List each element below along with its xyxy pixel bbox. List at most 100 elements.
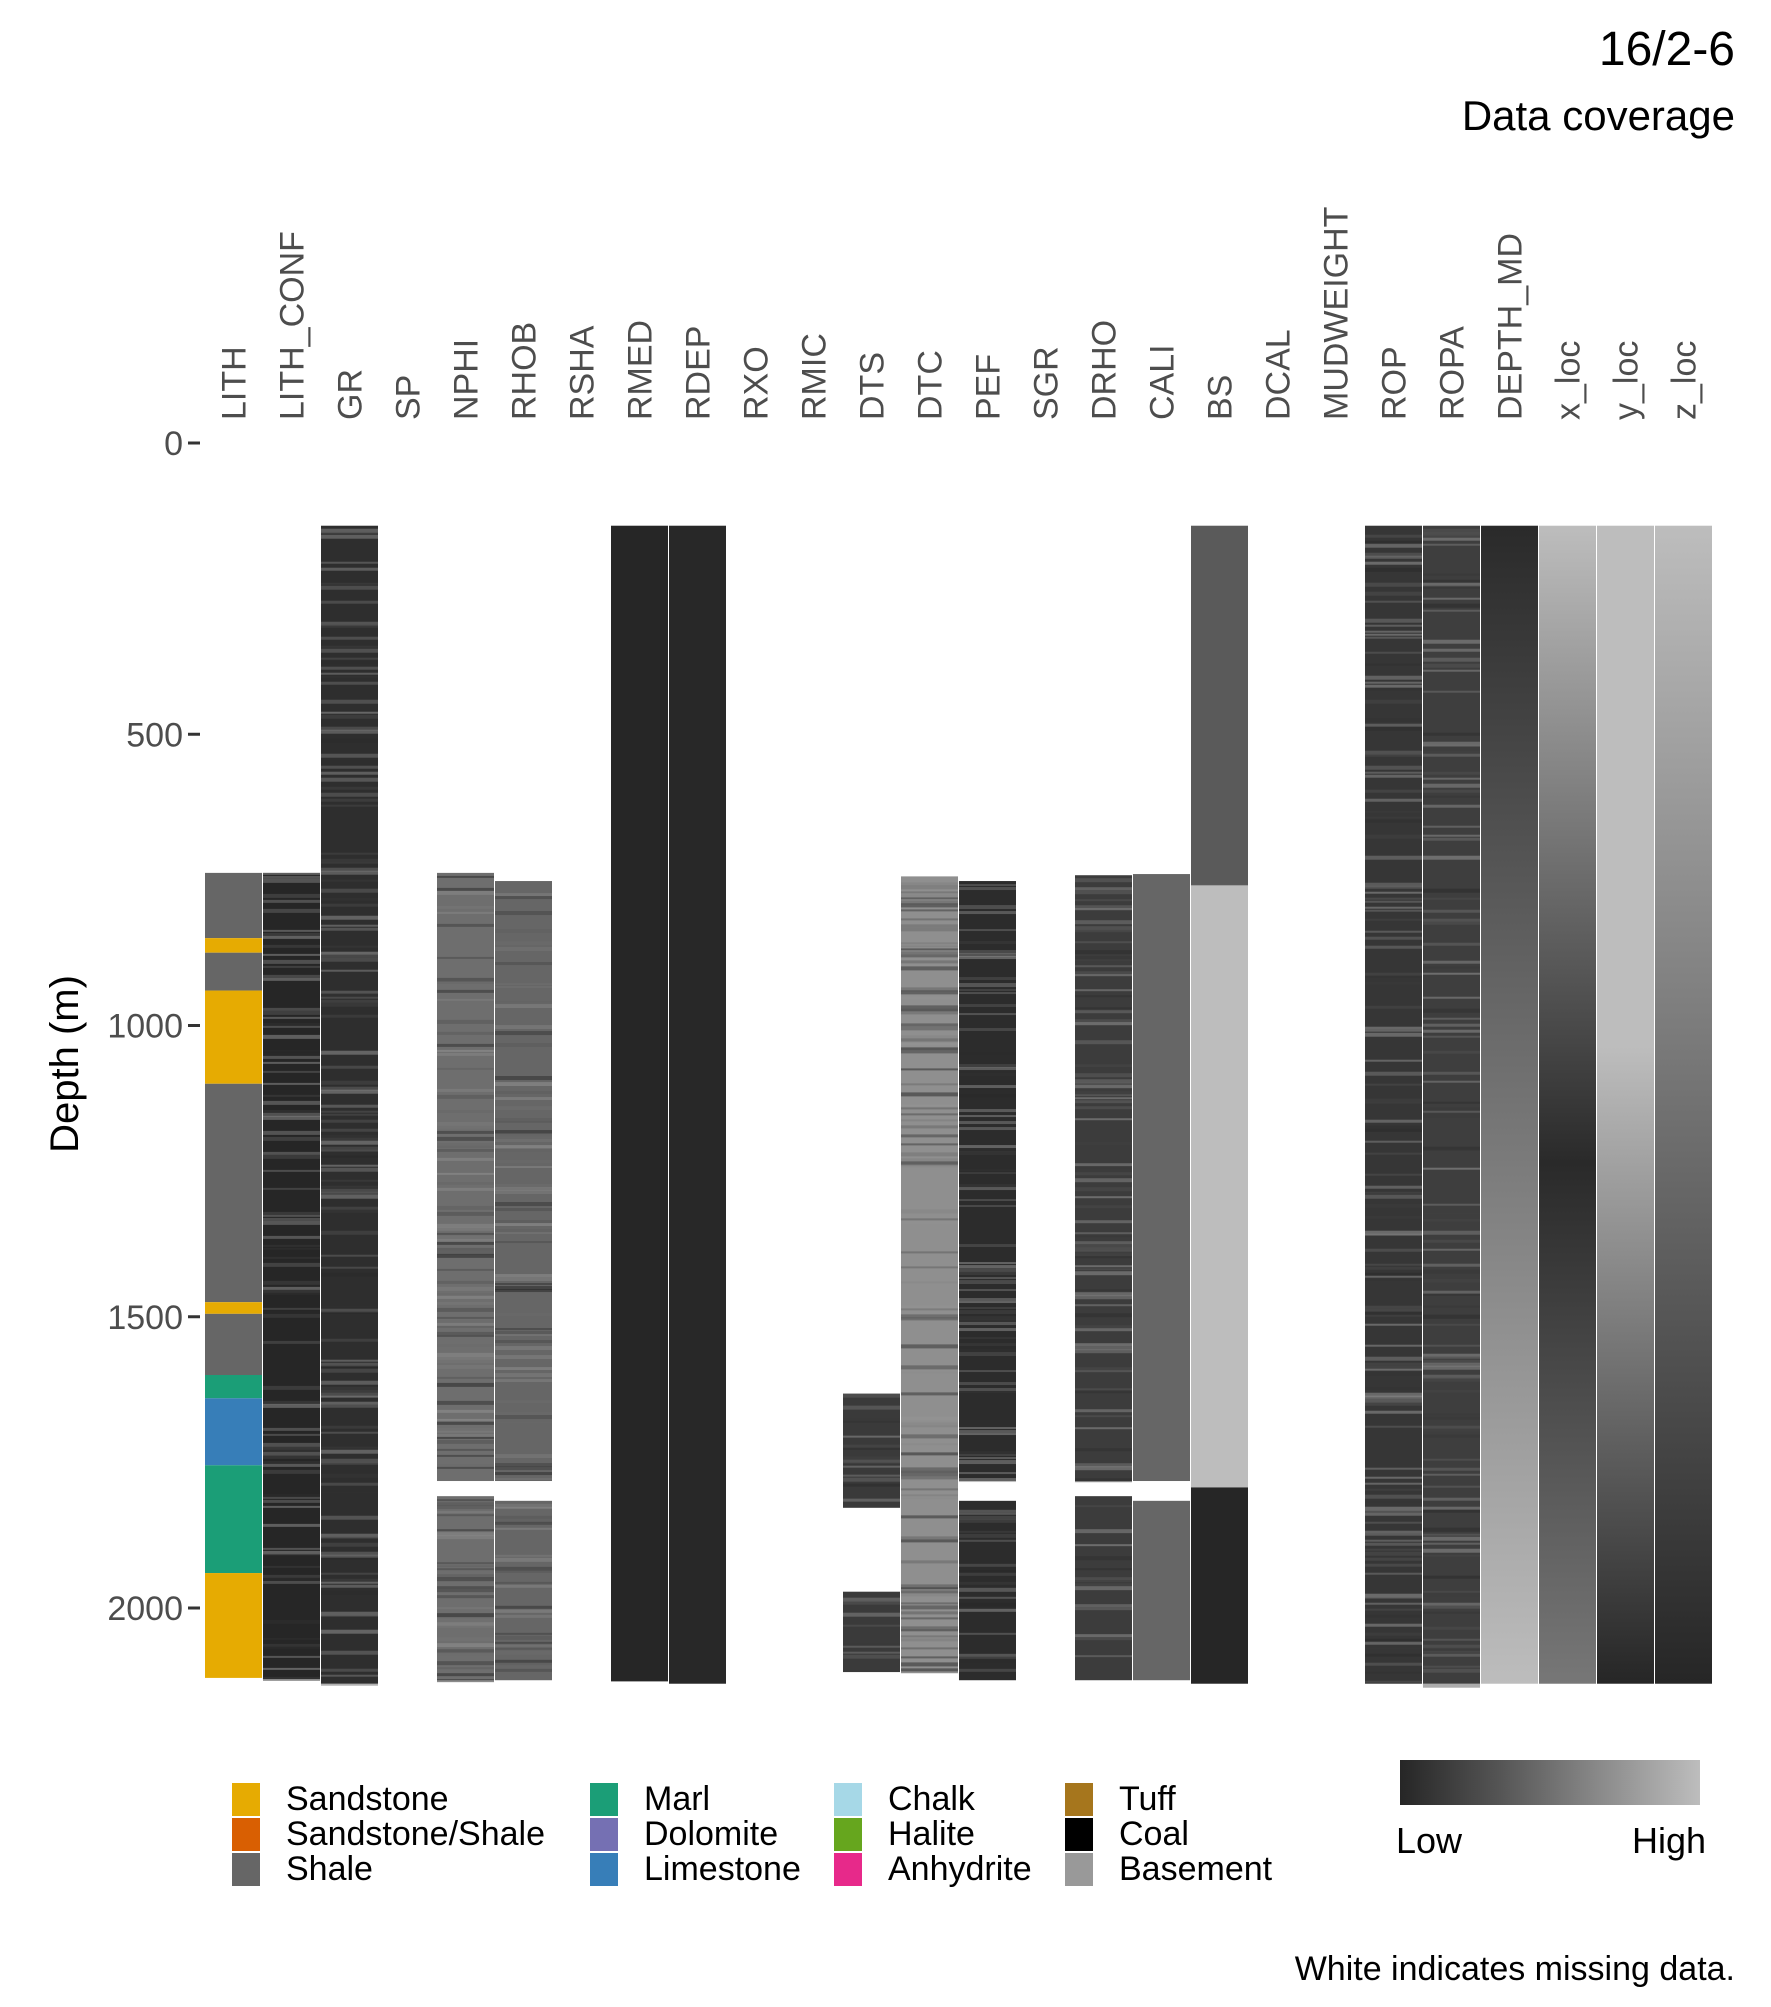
lith-legend-col-3: Chalk Halite Anhydrite <box>834 1782 1032 1887</box>
coverage-texture <box>437 1619 494 1623</box>
coverage-texture <box>1075 1448 1132 1452</box>
lith-legend-col-2: Marl Dolomite Limestone <box>590 1782 801 1887</box>
coverage-texture <box>901 1416 958 1421</box>
coverage-texture <box>959 1271 1016 1276</box>
coverage-texture <box>321 771 378 775</box>
coverage-texture <box>263 959 320 964</box>
coverage-texture <box>495 1220 552 1224</box>
coverage-texture <box>1365 1191 1422 1194</box>
coverage-texture <box>495 1367 552 1371</box>
coverage-interval <box>1597 525 1654 1684</box>
coverage-texture <box>263 1574 320 1578</box>
coverage-texture <box>1365 1647 1422 1650</box>
coverage-texture <box>1365 1263 1422 1266</box>
coverage-texture <box>1365 1401 1422 1406</box>
coverage-texture <box>959 1602 1016 1607</box>
coverage-texture <box>1365 1476 1422 1479</box>
coverage-texture <box>1075 965 1132 968</box>
coverage-texture <box>901 1113 958 1116</box>
coverage-texture <box>437 1364 494 1369</box>
coverage-texture <box>1075 1463 1132 1468</box>
coverage-texture <box>321 1551 378 1556</box>
coverage-texture <box>901 1152 958 1157</box>
coverage-texture <box>321 1167 378 1172</box>
coverage-texture <box>263 1211 320 1215</box>
coverage-texture <box>437 1661 494 1666</box>
coverage-texture <box>1423 1602 1480 1606</box>
coverage-texture <box>495 1076 552 1081</box>
coverage-texture <box>1075 1163 1132 1167</box>
coverage-texture <box>1365 819 1422 823</box>
coverage-texture <box>1423 1668 1480 1673</box>
coverage-texture <box>495 1082 552 1087</box>
coverage-texture <box>1423 837 1480 841</box>
coverage-texture <box>321 1482 378 1486</box>
coverage-texture <box>321 1164 378 1167</box>
lith-interval <box>205 938 262 953</box>
coverage-texture <box>901 1011 958 1015</box>
coverage-texture <box>959 1382 1016 1386</box>
coverage-texture <box>321 1542 378 1547</box>
legend-item: Chalk <box>834 1782 1032 1817</box>
coverage-interval <box>1133 874 1190 1482</box>
coverage-texture <box>1423 1467 1480 1471</box>
coverage-texture <box>901 1308 958 1311</box>
coverage-texture <box>901 1068 958 1071</box>
coverage-texture <box>1365 1128 1422 1132</box>
legend-label: Basement <box>1119 1850 1273 1888</box>
coverage-texture <box>1075 887 1132 891</box>
coverage-texture <box>1365 1662 1422 1666</box>
coverage-texture <box>1423 1269 1480 1274</box>
coverage-texture <box>1075 1250 1132 1253</box>
coverage-texture <box>263 1469 320 1474</box>
coverage-texture <box>959 1310 1016 1315</box>
coverage-texture <box>263 1496 320 1499</box>
coverage-texture <box>263 1340 320 1344</box>
coverage-texture <box>901 1161 958 1166</box>
column-label: LITH_CONF <box>274 231 312 420</box>
coverage-texture <box>437 1667 494 1670</box>
coverage-texture <box>1365 1368 1422 1371</box>
coverage-texture <box>321 903 378 907</box>
coverage-texture <box>1365 765 1422 770</box>
coverage-texture <box>321 657 378 660</box>
coverage-texture <box>263 1094 320 1097</box>
coverage-texture <box>1365 1632 1422 1636</box>
coverage-texture <box>959 1262 1016 1265</box>
coverage-texture <box>1365 687 1422 691</box>
legend-label: Sandstone <box>286 1780 449 1818</box>
coverage-texture <box>437 1136 494 1141</box>
coverage-texture <box>1075 1391 1132 1394</box>
coverage-texture <box>437 1124 494 1129</box>
coverage-texture <box>1365 1362 1422 1366</box>
coverage-interval <box>263 872 320 1680</box>
coverage-texture <box>1365 1314 1422 1317</box>
coverage-texture <box>321 645 378 648</box>
coverage-texture <box>437 998 494 1001</box>
coverage-texture <box>495 1313 552 1317</box>
coverage-texture <box>1075 1556 1132 1561</box>
coverage-texture <box>263 953 320 956</box>
coverage-texture <box>437 1019 494 1024</box>
coverage-texture <box>901 954 958 958</box>
coverage-texture <box>1365 1005 1422 1009</box>
legend-item: Coal <box>1065 1817 1272 1852</box>
coverage-texture <box>263 1049 320 1052</box>
coverage-texture <box>959 905 1016 910</box>
coverage-texture <box>437 1565 494 1568</box>
coverage-texture <box>1075 908 1132 911</box>
coverage-texture <box>901 1626 958 1631</box>
coverage-texture <box>495 896 552 900</box>
coverage-texture <box>1075 1241 1132 1245</box>
coverage-texture <box>263 1112 320 1117</box>
coverage-texture <box>901 1023 958 1027</box>
coverage-texture <box>1075 1478 1132 1483</box>
coverage-texture <box>263 1286 320 1290</box>
coverage-texture <box>1423 1107 1480 1111</box>
coverage-texture <box>263 1025 320 1028</box>
coverage-texture <box>321 1065 378 1069</box>
coverage-texture <box>959 929 1016 932</box>
coverage-texture <box>1423 1605 1480 1609</box>
coverage-texture <box>321 990 378 994</box>
coverage-texture <box>1365 1365 1422 1370</box>
